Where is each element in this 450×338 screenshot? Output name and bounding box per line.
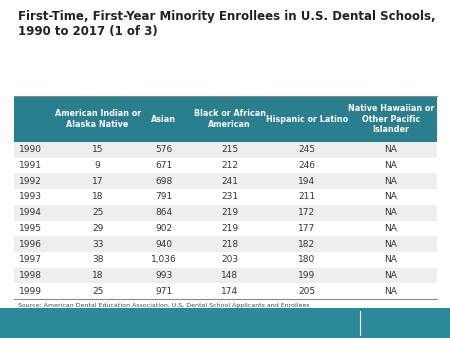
Text: NA: NA [385, 255, 397, 264]
Text: 1993: 1993 [19, 192, 42, 201]
Text: 1994: 1994 [19, 208, 42, 217]
Bar [14, 252, 436, 268]
Text: 180: 180 [298, 255, 315, 264]
Text: DENTAL EDUCATION: DENTAL EDUCATION [407, 320, 450, 324]
Text: 1997: 1997 [19, 255, 42, 264]
Text: 218: 218 [221, 240, 238, 249]
Text: 1992: 1992 [19, 177, 42, 186]
Bar [0, 308, 450, 338]
Text: 15: 15 [92, 145, 104, 154]
Text: 231: 231 [221, 192, 238, 201]
Text: 29: 29 [92, 224, 104, 233]
Bar [14, 205, 436, 221]
Text: 940: 940 [155, 240, 172, 249]
Text: 25: 25 [92, 208, 104, 217]
Text: 1991: 1991 [19, 161, 42, 170]
Text: 246: 246 [298, 161, 315, 170]
Text: 177: 177 [298, 224, 315, 233]
Text: 18: 18 [92, 271, 104, 280]
Bar [14, 96, 436, 142]
Text: 245: 245 [298, 145, 315, 154]
Text: 902: 902 [155, 224, 172, 233]
Text: NA: NA [385, 208, 397, 217]
Text: 205: 205 [298, 287, 315, 296]
Bar [14, 189, 436, 205]
Text: 219: 219 [221, 224, 238, 233]
Text: 698: 698 [155, 177, 172, 186]
Text: 576: 576 [155, 145, 172, 154]
Bar [14, 158, 436, 173]
Text: American Indian or
Alaska Native: American Indian or Alaska Native [54, 110, 141, 129]
Text: NA: NA [385, 145, 397, 154]
Text: 33: 33 [92, 240, 104, 249]
Text: AMERICAN DENTAL EDUCATION ASSOCIATION: AMERICAN DENTAL EDUCATION ASSOCIATION [18, 319, 230, 328]
Bar [14, 283, 436, 299]
Text: 1996: 1996 [19, 240, 42, 249]
Text: 1995: 1995 [19, 224, 42, 233]
Bar [14, 173, 436, 189]
Text: NA: NA [385, 240, 397, 249]
Text: 25: 25 [92, 287, 104, 296]
Text: 18: 18 [92, 192, 104, 201]
Text: First-Time, First-Year Minority Enrollees in U.S. Dental Schools,
1990 to 2017 (: First-Time, First-Year Minority Enrollee… [18, 10, 436, 38]
Text: 212: 212 [221, 161, 238, 170]
Text: ADEA: ADEA [371, 315, 412, 328]
Text: NA: NA [385, 271, 397, 280]
Text: 671: 671 [155, 161, 172, 170]
Text: 199: 199 [298, 271, 315, 280]
Text: NA: NA [385, 192, 397, 201]
Bar [14, 221, 436, 236]
Text: 203: 203 [221, 255, 238, 264]
Text: Black or African
American: Black or African American [194, 110, 266, 129]
Text: 215: 215 [221, 145, 238, 154]
Text: NA: NA [385, 161, 397, 170]
Text: 993: 993 [155, 271, 172, 280]
Text: 211: 211 [298, 192, 315, 201]
Text: NA: NA [385, 287, 397, 296]
Bar [14, 236, 436, 252]
Text: 17: 17 [92, 177, 104, 186]
Text: 241: 241 [221, 177, 238, 186]
Text: 1999: 1999 [19, 287, 42, 296]
Text: 148: 148 [221, 271, 238, 280]
Text: 1998: 1998 [19, 271, 42, 280]
Text: NA: NA [385, 177, 397, 186]
Text: 194: 194 [298, 177, 315, 186]
Bar [14, 268, 436, 283]
Text: 172: 172 [298, 208, 315, 217]
Text: Source: American Dental Education Association, U.S. Dental School Applicants and: Source: American Dental Education Associ… [18, 303, 310, 308]
Text: Asian: Asian [151, 115, 176, 124]
Text: NA: NA [385, 224, 397, 233]
Text: 1990: 1990 [19, 145, 42, 154]
Text: 9: 9 [95, 161, 100, 170]
Text: 971: 971 [155, 287, 172, 296]
Text: Hispanic or Latino: Hispanic or Latino [266, 115, 348, 124]
Bar [14, 142, 436, 158]
Text: Native Hawaiian or
Other Pacific
Islander: Native Hawaiian or Other Pacific Islande… [348, 104, 434, 134]
Text: 38: 38 [92, 255, 104, 264]
Text: 864: 864 [155, 208, 172, 217]
Text: 182: 182 [298, 240, 315, 249]
Text: 174: 174 [221, 287, 238, 296]
Text: THE VOICE OF: THE VOICE OF [407, 315, 438, 319]
Text: 219: 219 [221, 208, 238, 217]
Text: 791: 791 [155, 192, 172, 201]
Text: 1,036: 1,036 [151, 255, 176, 264]
